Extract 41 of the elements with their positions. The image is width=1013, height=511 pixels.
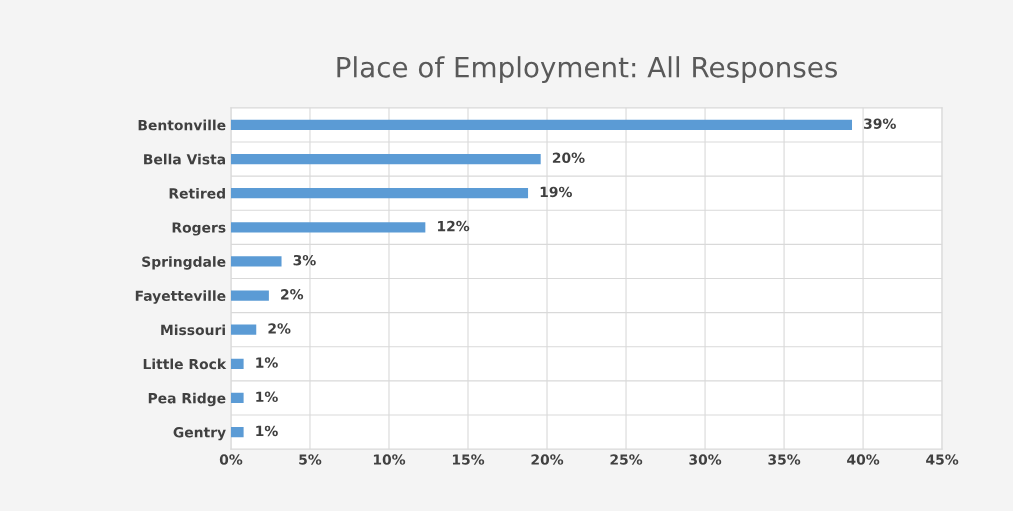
x-tick-label: 15% [452, 454, 485, 465]
data-label: 1% [256, 357, 278, 368]
bar [230, 256, 282, 267]
x-tick-label: 10% [373, 454, 406, 465]
y-tick-label: Little Rock [143, 358, 227, 370]
data-label: 3% [293, 254, 316, 266]
x-tick-label: 20% [531, 454, 564, 465]
x-tick-label: 25% [610, 454, 643, 465]
y-tick-label: Missouri [161, 324, 225, 336]
y-tick-label: Rogers [172, 222, 226, 236]
y-tick-label: Gentry [173, 427, 226, 441]
bar [230, 119, 853, 131]
y-tick-label: Fayetteville [135, 290, 226, 304]
bar [230, 358, 244, 369]
data-label: 19% [540, 186, 572, 198]
data-label: 2% [268, 323, 291, 334]
data-label: 39% [864, 118, 896, 129]
x-tick-label: 0% [219, 454, 243, 465]
data-label: 12% [438, 220, 470, 232]
y-tick-label: Pea Ridge [148, 392, 226, 407]
bar [230, 188, 529, 199]
chart-title: Place of Employment: All Responses [337, 56, 837, 84]
data-label: 1% [256, 425, 278, 437]
x-tick-label: 5% [299, 454, 322, 465]
x-tick-label: 30% [689, 454, 722, 465]
bar [230, 153, 541, 165]
bar [230, 426, 244, 438]
bar [230, 222, 426, 233]
data-label: 20% [552, 152, 585, 164]
y-tick-label: Bella Vista [144, 153, 226, 165]
bar [230, 290, 269, 301]
x-tick-label: 45% [926, 454, 959, 465]
y-tick-label: Springdale [142, 256, 226, 270]
x-tick-label: 40% [847, 454, 880, 465]
data-label: 1% [256, 391, 278, 402]
y-tick-label: Bentonville [138, 119, 226, 131]
x-tick-label: 35% [768, 454, 801, 465]
bar [230, 324, 257, 335]
bar [230, 392, 244, 404]
y-tick-label: Retired [169, 187, 225, 199]
data-label: 2% [281, 289, 304, 300]
